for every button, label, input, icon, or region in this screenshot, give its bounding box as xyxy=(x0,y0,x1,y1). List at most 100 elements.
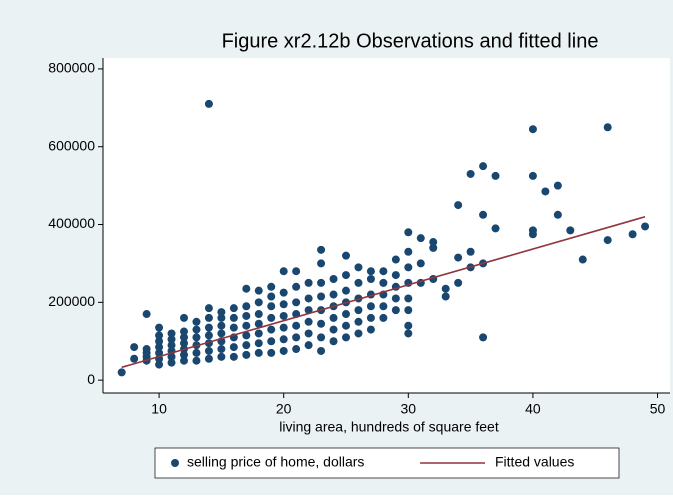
point xyxy=(342,286,350,295)
point xyxy=(117,368,126,377)
y-tick-label: 400000 xyxy=(48,215,95,231)
point xyxy=(454,253,463,262)
point xyxy=(229,323,238,332)
point xyxy=(454,201,463,210)
point xyxy=(429,238,438,247)
point xyxy=(217,352,226,361)
x-tick-label: 40 xyxy=(525,401,541,417)
point xyxy=(267,348,276,357)
point xyxy=(180,327,188,336)
point xyxy=(354,263,363,272)
point xyxy=(292,267,301,276)
point xyxy=(379,267,388,276)
point xyxy=(254,286,263,295)
point xyxy=(304,306,313,315)
point xyxy=(254,298,263,307)
point xyxy=(528,171,537,180)
point xyxy=(204,313,213,322)
point xyxy=(379,302,388,311)
point xyxy=(204,331,213,340)
point xyxy=(603,236,612,245)
point xyxy=(142,345,151,354)
point xyxy=(317,259,326,268)
point xyxy=(441,284,450,293)
point xyxy=(304,278,313,287)
point xyxy=(204,346,213,355)
point xyxy=(242,321,251,330)
point xyxy=(342,251,350,260)
point xyxy=(479,210,488,219)
point xyxy=(292,282,301,291)
point xyxy=(342,333,350,342)
point xyxy=(491,171,500,180)
point xyxy=(491,224,500,233)
point xyxy=(429,243,438,252)
point xyxy=(304,341,313,350)
point xyxy=(329,337,338,346)
point xyxy=(292,321,301,330)
point xyxy=(329,325,338,334)
point xyxy=(155,337,164,346)
point xyxy=(317,333,326,342)
point xyxy=(416,234,425,243)
point xyxy=(192,317,201,326)
point xyxy=(242,331,251,340)
point xyxy=(292,333,301,342)
point xyxy=(391,294,400,303)
point xyxy=(329,313,338,322)
point xyxy=(566,226,575,235)
point xyxy=(317,346,326,355)
point xyxy=(229,352,238,361)
point xyxy=(366,267,375,276)
point xyxy=(553,181,562,190)
point xyxy=(242,341,251,350)
point xyxy=(167,335,176,344)
point xyxy=(229,304,238,313)
point xyxy=(317,245,326,254)
point xyxy=(130,354,139,363)
point xyxy=(528,125,537,134)
point xyxy=(155,360,164,369)
point xyxy=(479,162,488,171)
point xyxy=(404,263,413,272)
point xyxy=(267,313,276,322)
point xyxy=(155,348,164,357)
legend-label: selling price of home, dollars xyxy=(187,454,364,470)
point xyxy=(416,259,425,268)
point xyxy=(167,358,176,367)
point xyxy=(167,352,176,361)
point xyxy=(366,302,375,311)
fitted-line xyxy=(121,215,646,369)
point xyxy=(180,350,188,359)
point xyxy=(155,323,164,332)
point xyxy=(279,346,288,355)
y-tick-label: 0 xyxy=(87,371,95,387)
x-tick-label: 10 xyxy=(151,401,167,417)
x-tick-label: 50 xyxy=(650,401,666,417)
point xyxy=(404,329,413,338)
point xyxy=(279,288,288,297)
point xyxy=(366,325,375,334)
point xyxy=(217,345,226,354)
point xyxy=(342,310,350,319)
point xyxy=(317,278,326,287)
plot-area xyxy=(103,58,670,393)
point xyxy=(391,271,400,280)
chart-title: Figure xr2.12b Observations and fitted l… xyxy=(222,30,599,52)
point xyxy=(578,255,587,264)
point xyxy=(354,317,363,326)
point xyxy=(553,210,562,219)
x-axis-title: living area, hundreds of square feet xyxy=(279,419,499,435)
point xyxy=(242,284,251,293)
point xyxy=(379,278,388,287)
point xyxy=(204,323,213,332)
point xyxy=(142,310,151,319)
point xyxy=(317,292,326,301)
point xyxy=(304,317,313,326)
point xyxy=(329,274,338,283)
point xyxy=(292,298,301,307)
point xyxy=(279,323,288,332)
point xyxy=(541,187,550,196)
point xyxy=(267,282,276,291)
